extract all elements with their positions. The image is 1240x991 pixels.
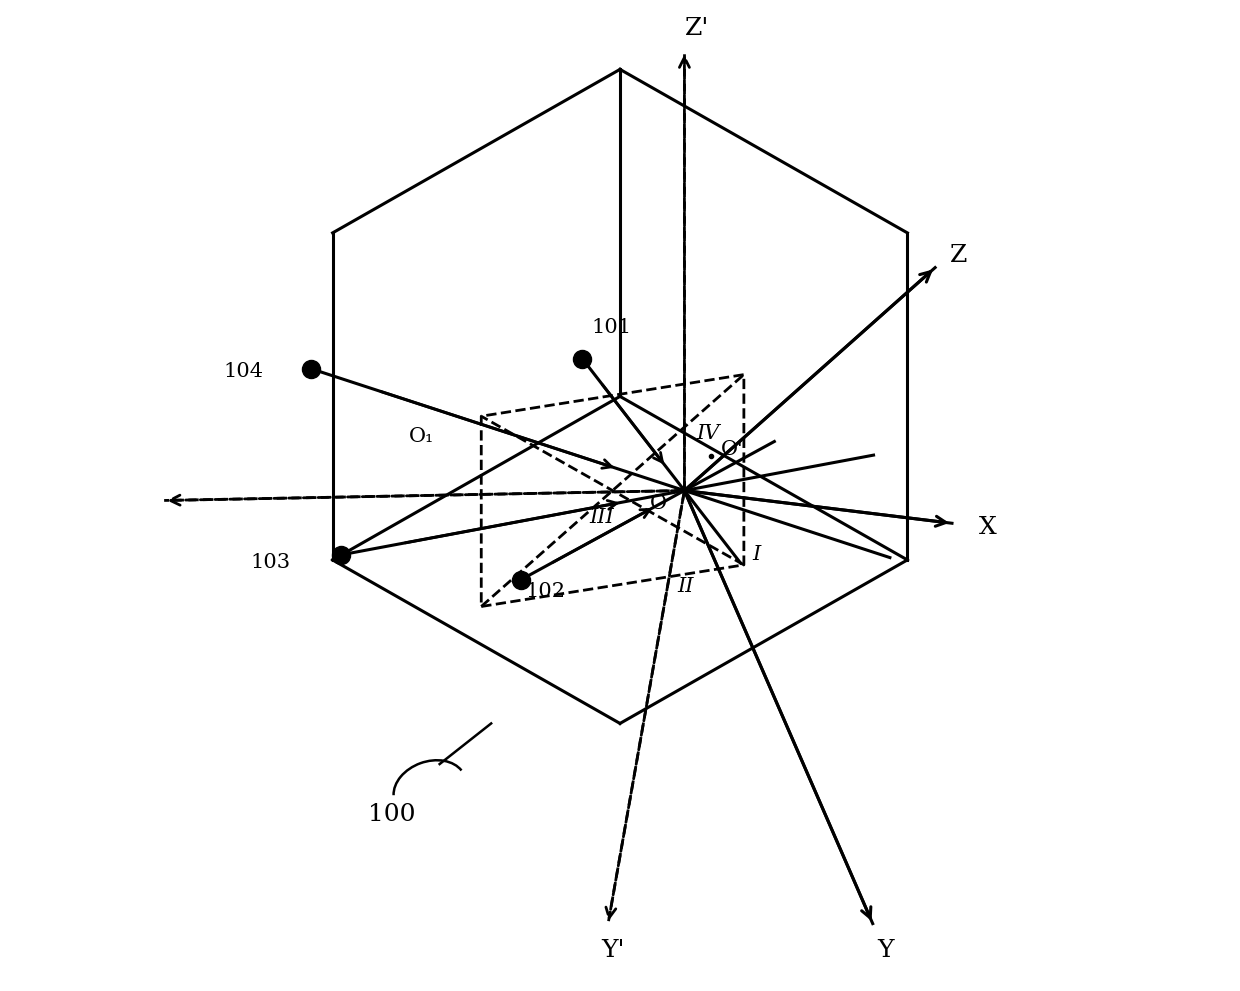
Text: 101: 101 xyxy=(591,318,631,337)
Text: Z': Z' xyxy=(686,17,709,40)
Text: I: I xyxy=(753,545,761,565)
Text: O₁: O₁ xyxy=(408,426,434,446)
Text: 103: 103 xyxy=(250,553,291,573)
Text: Y': Y' xyxy=(601,939,625,962)
Text: 104: 104 xyxy=(223,362,263,382)
Text: III: III xyxy=(589,507,614,527)
Text: 102: 102 xyxy=(526,582,565,601)
Text: Y: Y xyxy=(878,939,894,962)
Text: O': O' xyxy=(722,440,744,460)
Text: 100: 100 xyxy=(368,803,415,826)
Text: X: X xyxy=(978,515,997,539)
Text: II: II xyxy=(677,577,694,597)
Text: IV: IV xyxy=(697,424,719,443)
Text: O: O xyxy=(650,494,667,513)
Text: Z: Z xyxy=(950,244,967,268)
